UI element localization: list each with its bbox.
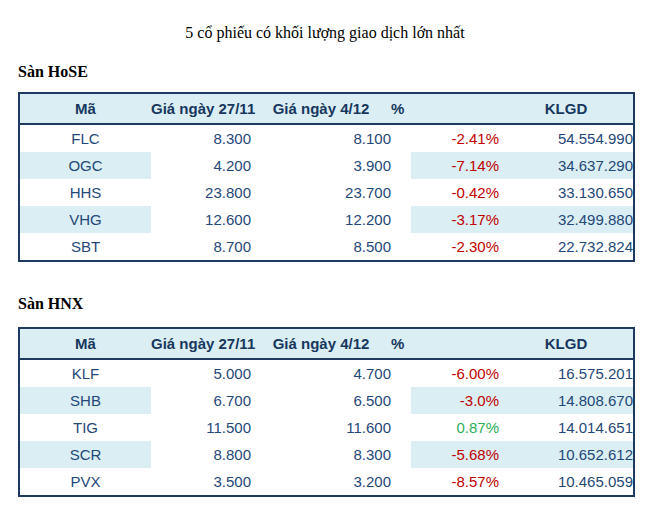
percent-change-value: -8.57% [451,473,499,490]
price-27-11: 5.000 [151,359,251,387]
column-header-code: Mã [19,328,151,359]
volume: 22.732.824 [499,233,634,261]
table-row: OGC 4.200 3.900 -7.14% 34.637.290 [19,152,634,179]
percent-change-value: -7.14% [451,157,499,174]
column-header-percent: % [391,328,499,359]
percent-change-value: -2.30% [451,238,499,255]
stock-code: SHB [19,387,151,414]
percent-change: -2.30% [391,233,499,261]
percent-change-value: -6.00% [451,365,499,382]
table-row: SCR 8.800 8.300 -5.68% 10.652.612 [19,441,634,468]
column-header-price-27-11: Giá ngày 27/11 [151,328,251,359]
stock-code: HHS [19,179,151,206]
price-4-12: 3.200 [251,468,391,496]
volume: 32.499.880 [499,206,634,233]
price-27-11: 8.300 [151,124,251,152]
stock-code: OGC [19,152,151,179]
percent-change-value: -0.42% [451,184,499,201]
percent-change: -3.0% [391,387,499,414]
price-27-11: 23.800 [151,179,251,206]
section-heading-hnx: Sàn HNX [18,294,650,313]
hnx-table: Mã Giá ngày 27/11 Giá ngày 4/12 % KLGD K… [18,327,635,497]
price-4-12: 4.700 [251,359,391,387]
percent-change: -5.68% [391,441,499,468]
price-4-12: 8.300 [251,441,391,468]
price-27-11: 11.500 [151,414,251,441]
percent-change: -3.17% [391,206,499,233]
stock-code: TIG [19,414,151,441]
percent-change-value: -5.68% [451,446,499,463]
percent-change: -7.14% [391,152,499,179]
page-title: 5 cổ phiếu có khối lượng giao dịch lớn n… [0,0,650,42]
percent-change: -8.57% [391,468,499,496]
table-row: FLC 8.300 8.100 -2.41% 54.554.990 [19,124,634,152]
stock-code: PVX [19,468,151,496]
table-row: SHB 6.700 6.500 -3.0% 14.808.670 [19,387,634,414]
section-heading-hose: Sàn HoSE [18,62,650,81]
volume: 54.554.990 [499,124,634,152]
price-4-12: 6.500 [251,387,391,414]
table-row: KLF 5.000 4.700 -6.00% 16.575.201 [19,359,634,387]
volume: 14.808.670 [499,387,634,414]
stock-code: SCR [19,441,151,468]
stock-code: FLC [19,124,151,152]
column-header-price-27-11: Giá ngày 27/11 [151,93,251,124]
column-header-price-4-12: Giá ngày 4/12 [251,93,391,124]
volume: 16.575.201 [499,359,634,387]
hnx-table-header: Mã Giá ngày 27/11 Giá ngày 4/12 % KLGD [19,328,634,359]
stock-code: SBT [19,233,151,261]
percent-change-value: -3.0% [460,392,499,409]
price-4-12: 23.700 [251,179,391,206]
column-header-code: Mã [19,93,151,124]
volume: 34.637.290 [499,152,634,179]
price-27-11: 4.200 [151,152,251,179]
percent-change-value: -3.17% [451,211,499,228]
volume: 33.130.650 [499,179,634,206]
header-row: Mã Giá ngày 27/11 Giá ngày 4/12 % KLGD [19,93,634,124]
price-27-11: 8.700 [151,233,251,261]
volume: 10.652.612 [499,441,634,468]
price-4-12: 8.100 [251,124,391,152]
price-4-12: 8.500 [251,233,391,261]
table-row: SBT 8.700 8.500 -2.30% 22.732.824 [19,233,634,261]
column-header-volume: KLGD [499,328,634,359]
percent-change: -2.41% [391,124,499,152]
price-4-12: 3.900 [251,152,391,179]
table-row: HHS 23.800 23.700 -0.42% 33.130.650 [19,179,634,206]
percent-change: 0.87% [391,414,499,441]
column-header-percent: % [391,93,499,124]
page: 5 cổ phiếu có khối lượng giao dịch lớn n… [0,0,650,519]
percent-change: -6.00% [391,359,499,387]
percent-change: -0.42% [391,179,499,206]
price-4-12: 12.200 [251,206,391,233]
price-27-11: 8.800 [151,441,251,468]
hose-table: Mã Giá ngày 27/11 Giá ngày 4/12 % KLGD F… [18,92,635,262]
volume: 14.014.651 [499,414,634,441]
stock-code: VHG [19,206,151,233]
table-row: VHG 12.600 12.200 -3.17% 32.499.880 [19,206,634,233]
column-header-price-4-12: Giá ngày 4/12 [251,328,391,359]
header-row: Mã Giá ngày 27/11 Giá ngày 4/12 % KLGD [19,328,634,359]
hose-table-header: Mã Giá ngày 27/11 Giá ngày 4/12 % KLGD [19,93,634,124]
table-row: TIG 11.500 11.600 0.87% 14.014.651 [19,414,634,441]
volume: 10.465.059 [499,468,634,496]
price-27-11: 12.600 [151,206,251,233]
stock-code: KLF [19,359,151,387]
table-row: PVX 3.500 3.200 -8.57% 10.465.059 [19,468,634,496]
column-header-volume: KLGD [499,93,634,124]
price-4-12: 11.600 [251,414,391,441]
percent-change-value: 0.87% [456,419,499,436]
percent-change-value: -2.41% [451,130,499,147]
price-27-11: 6.700 [151,387,251,414]
price-27-11: 3.500 [151,468,251,496]
